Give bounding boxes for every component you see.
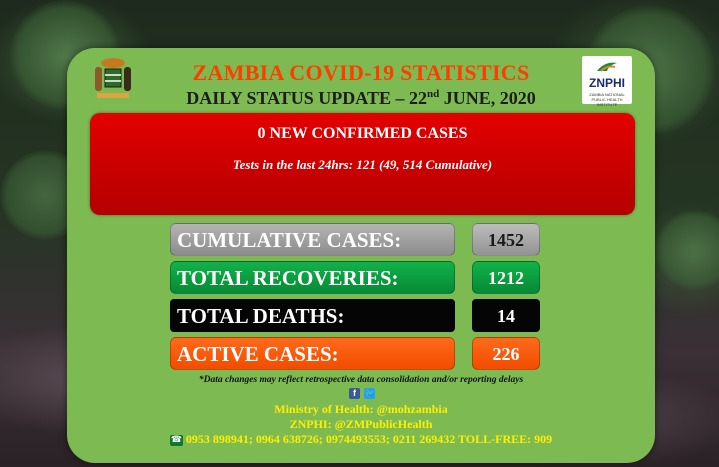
social-icons: f 🐦: [349, 388, 379, 400]
bird-icon: [597, 62, 617, 72]
page-title: ZAMBIA COVID-19 STATISTICS: [192, 60, 530, 85]
znphi-handle: ZNPHI: @ZMPublicHealth: [289, 417, 433, 431]
tests-summary: Tests in the last 24hrs: 121 (49, 514 Cu…: [232, 157, 493, 172]
subtitle-date-suffix: JUNE, 2020: [439, 88, 536, 108]
phone-numbers-text: 0953 898941; 0964 638726; 0974493553; 02…: [185, 432, 553, 446]
total-recoveries-value: 1212: [472, 261, 540, 294]
logo-subtext: ZAMBIA NATIONAL PUBLIC HEALTH INSTITUTE: [589, 92, 625, 107]
facebook-icon[interactable]: f: [349, 388, 360, 399]
virus-decoration: [655, 210, 719, 290]
total-recoveries-label: TOTAL RECOVERIES:: [170, 261, 455, 294]
active-cases-label: ACTIVE CASES:: [170, 337, 455, 370]
data-disclaimer: *Data changes may reflect retrospective …: [198, 375, 524, 385]
active-cases-value: 226: [472, 337, 540, 370]
logo-text: ZNPHI: [589, 76, 625, 90]
total-deaths-label: TOTAL DEATHS:: [170, 299, 455, 332]
new-cases-banner: 0 NEW CONFIRMED CASES Tests in the last …: [90, 113, 635, 215]
coat-of-arms-icon: [95, 58, 131, 98]
stats-panel: ZNPHI ZAMBIA NATIONAL PUBLIC HEALTH INST…: [67, 48, 655, 463]
cumulative-cases-label: CUMULATIVE CASES:: [170, 223, 455, 256]
new-cases-headline: 0 NEW CONFIRMED CASES: [257, 125, 468, 142]
znphi-logo: ZNPHI ZAMBIA NATIONAL PUBLIC HEALTH INST…: [582, 56, 632, 107]
contact-numbers: ☎ 0953 898941; 0964 638726; 0974493553; 0…: [67, 432, 655, 447]
page-subtitle: DAILY STATUS UPDATE – 22nd JUNE, 2020: [67, 88, 655, 109]
moh-handle: Ministry of Health: @mohzambia: [274, 402, 448, 416]
phone-icon: ☎: [169, 434, 183, 446]
twitter-icon[interactable]: 🐦: [364, 388, 376, 399]
total-deaths-value: 14: [472, 299, 540, 332]
cumulative-cases-value: 1452: [472, 223, 540, 256]
subtitle-date-prefix: DAILY STATUS UPDATE – 22: [186, 88, 427, 108]
subtitle-ordinal: nd: [426, 88, 440, 100]
